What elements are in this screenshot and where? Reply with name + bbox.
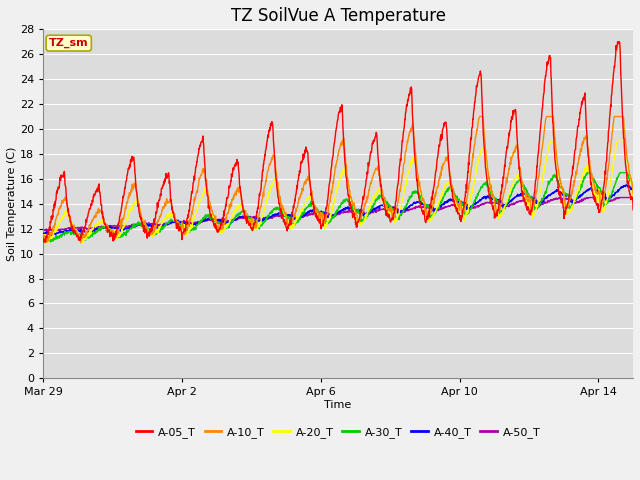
Y-axis label: Soil Temperature (C): Soil Temperature (C) — [7, 146, 17, 261]
Title: TZ SoilVue A Temperature: TZ SoilVue A Temperature — [230, 7, 445, 25]
Legend: A-05_T, A-10_T, A-20_T, A-30_T, A-40_T, A-50_T: A-05_T, A-10_T, A-20_T, A-30_T, A-40_T, … — [131, 422, 545, 442]
Text: TZ_sm: TZ_sm — [49, 38, 88, 48]
X-axis label: Time: Time — [324, 400, 351, 410]
